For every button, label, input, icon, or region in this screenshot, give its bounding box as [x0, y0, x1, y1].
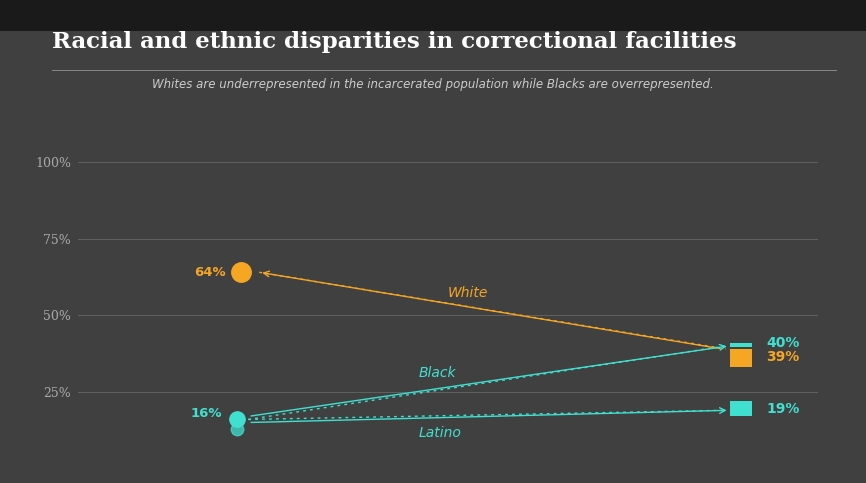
- Text: Black: Black: [418, 366, 456, 380]
- Text: 16%: 16%: [191, 407, 223, 420]
- Text: Racial and ethnic disparities in correctional facilities: Racial and ethnic disparities in correct…: [52, 31, 737, 54]
- Text: 64%: 64%: [194, 266, 226, 279]
- Text: White: White: [449, 286, 488, 300]
- Bar: [729, 401, 752, 416]
- Text: 19%: 19%: [766, 402, 800, 416]
- Text: 40%: 40%: [766, 336, 800, 350]
- Bar: [729, 349, 752, 368]
- Bar: [729, 343, 752, 347]
- Text: 39%: 39%: [766, 350, 800, 364]
- Text: Latino: Latino: [418, 426, 462, 440]
- Text: Whites are underrepresented in the incarcerated population while Blacks are over: Whites are underrepresented in the incar…: [152, 78, 714, 91]
